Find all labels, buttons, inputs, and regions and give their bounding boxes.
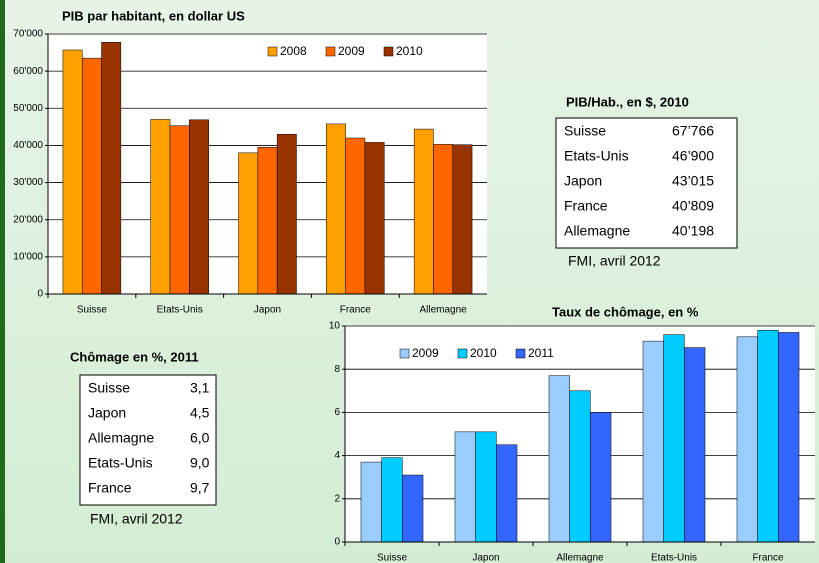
y-tick-label: 4	[334, 450, 340, 461]
table-cell: France	[564, 198, 608, 214]
x-tick-label: Allemagne	[419, 305, 467, 316]
y-tick-label: 50'000	[13, 103, 43, 114]
table-cell: Allemagne	[564, 223, 630, 239]
bar	[569, 390, 591, 543]
bar	[496, 444, 518, 543]
table-cell: Allemagne	[88, 430, 154, 446]
table-cell: 40’198	[672, 223, 714, 239]
bar	[684, 347, 706, 543]
bar	[169, 125, 190, 295]
table-cell: Japon	[88, 405, 126, 421]
x-tick-label: Japon	[472, 553, 499, 563]
table-cell: France	[88, 480, 132, 496]
legend-swatch	[325, 46, 336, 57]
bar	[150, 119, 171, 295]
table-source: FMI, avril 2012	[568, 253, 661, 269]
y-tick-label: 40'000	[13, 140, 43, 151]
y-tick-label: 8	[334, 364, 340, 375]
table-title: PIB/Hab., en $, 2010	[566, 94, 689, 109]
legend-swatch	[399, 348, 410, 359]
bar	[736, 336, 758, 543]
legend-label: 2008	[280, 44, 307, 58]
legend-swatch	[457, 348, 468, 359]
table-cell: 40’809	[672, 198, 714, 214]
y-tick-label: 20'000	[13, 214, 43, 225]
table-cell: 9,7	[190, 480, 210, 496]
x-tick-label: France	[752, 553, 784, 563]
y-tick-label: 30'000	[13, 177, 43, 188]
bar	[642, 340, 664, 543]
bar	[326, 123, 346, 295]
x-tick-label: France	[340, 305, 372, 316]
table-box	[555, 117, 738, 249]
table-cell: 43’015	[672, 173, 714, 189]
bar	[345, 137, 366, 295]
table-cell: 6,0	[190, 430, 210, 446]
legend-swatch	[515, 348, 526, 359]
table-title: Chômage en %, 2011	[70, 349, 199, 364]
table-source: FMI, avril 2012	[90, 511, 183, 527]
y-tick-label: 0	[334, 537, 340, 548]
x-tick-label: Japon	[254, 305, 281, 316]
bar	[548, 375, 570, 543]
table-cell: Suisse	[88, 380, 130, 396]
y-tick-label: 0	[37, 289, 43, 300]
x-tick-label: Allemagne	[556, 553, 604, 563]
table-cell: 67’766	[672, 123, 714, 139]
bar	[360, 461, 382, 543]
bar	[189, 119, 209, 295]
table-cell: 4,5	[190, 405, 210, 421]
legend-label: 2010	[470, 346, 497, 360]
bar	[778, 332, 800, 543]
bar	[433, 144, 454, 295]
legend-label: 2011	[528, 346, 554, 360]
y-tick-label: 70'000	[13, 29, 43, 40]
legend-swatch	[383, 46, 394, 57]
x-tick-label: Suisse	[77, 305, 107, 316]
bar	[590, 412, 612, 543]
table-cell: Etats-Unis	[88, 455, 153, 471]
bar	[101, 42, 122, 295]
y-tick-label: 10'000	[13, 251, 43, 262]
chart-title: PIB par habitant, en dollar US	[62, 8, 245, 23]
x-tick-label: Suisse	[377, 553, 407, 563]
bar	[364, 142, 385, 295]
bar	[257, 147, 278, 295]
legend-label: 2009	[338, 44, 365, 58]
chart-title: Taux de chômage, en %	[552, 304, 699, 319]
bar	[62, 49, 83, 295]
y-tick-label: 10	[329, 321, 341, 332]
x-tick-label: Etats-Unis	[157, 305, 203, 316]
y-tick-label: 60'000	[13, 66, 43, 77]
table-cell: Japon	[564, 173, 602, 189]
bar	[238, 152, 259, 295]
bar	[276, 133, 297, 295]
legend-label: 2010	[396, 44, 423, 58]
legend-swatch	[267, 46, 278, 57]
y-tick-label: 6	[334, 407, 340, 418]
legend-label: 2009	[412, 346, 439, 360]
table-cell: Etats-Unis	[564, 148, 629, 164]
x-tick-label: Etats-Unis	[651, 553, 697, 563]
table-cell: 3,1	[190, 380, 210, 396]
bar	[454, 431, 476, 543]
bar	[402, 474, 424, 543]
bar	[81, 57, 102, 295]
left-strip	[0, 0, 5, 563]
table-box	[79, 374, 217, 506]
bar	[452, 144, 473, 295]
bar	[663, 334, 685, 543]
bar	[413, 128, 434, 295]
bar	[475, 431, 497, 543]
bar	[757, 330, 779, 543]
bar	[381, 457, 403, 543]
y-tick-label: 2	[334, 493, 340, 504]
table-cell: 46’900	[672, 148, 714, 164]
table-cell: Suisse	[564, 123, 606, 139]
table-cell: 9,0	[190, 455, 210, 471]
